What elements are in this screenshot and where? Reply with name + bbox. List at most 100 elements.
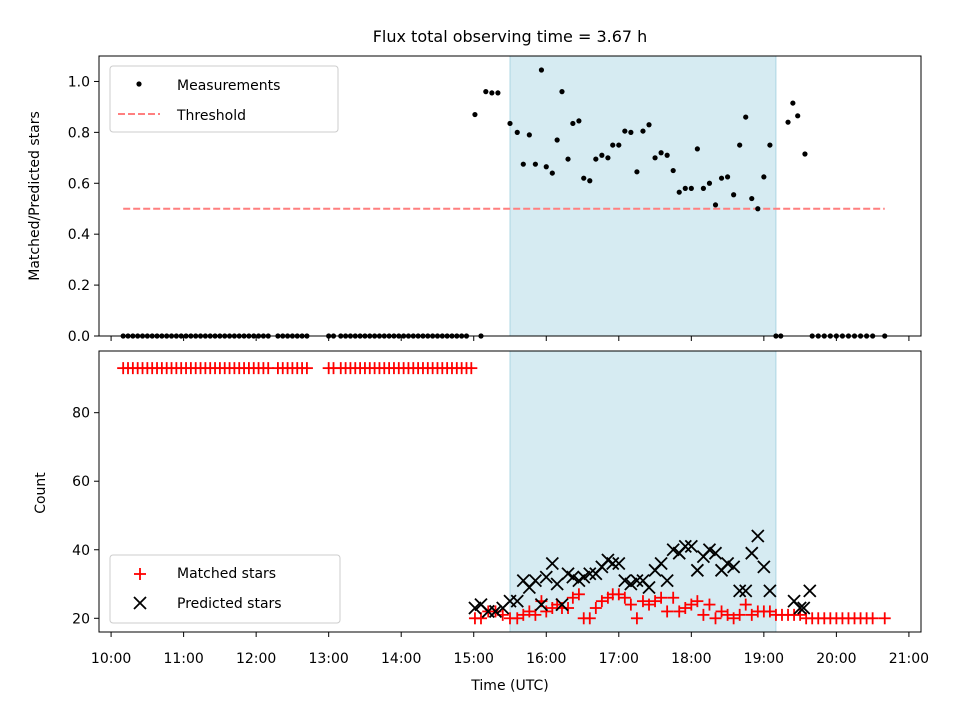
measurement-point	[514, 129, 520, 135]
predicted-star-stroke	[726, 560, 741, 574]
top-legend-box	[109, 65, 339, 133]
matched-star-point	[763, 605, 776, 618]
predicted-star-stroke	[787, 594, 801, 608]
predicted-star-point	[720, 556, 735, 571]
predicted-star-point	[606, 556, 620, 571]
predicted-star-point	[510, 594, 524, 608]
measurement-point	[706, 180, 713, 186]
predicted-star-stroke	[468, 601, 482, 615]
predicted-star-stroke	[666, 543, 680, 557]
measurement-point	[634, 169, 640, 175]
bottom-legend: Matched stars Predicted stars	[109, 554, 341, 624]
predicted-stars-legend-label: Predicted stars	[177, 596, 282, 612]
predicted-stars-legend-marker	[133, 596, 147, 610]
measurement-point	[737, 142, 743, 148]
bottom-y-axis: 20 40 60 80	[72, 406, 99, 627]
bottom-y-tick-label: 80	[72, 406, 90, 422]
measurement-point	[658, 150, 664, 156]
x-tick-label: 18:00	[671, 651, 711, 667]
measurement-point	[664, 152, 670, 158]
bottom-x-axis: 10:00 11:00 12:00 13:00 14:00 15:00 16:00 17:00…	[91, 632, 929, 667]
measurements-legend-marker	[136, 81, 142, 87]
predicted-star-point	[739, 584, 753, 598]
predicted-star-point	[539, 570, 553, 584]
matched-star-point	[630, 612, 643, 625]
measurement-point	[767, 142, 773, 148]
matched-star-point	[691, 595, 704, 608]
predicted-star-point	[630, 573, 644, 588]
predicted-star-point	[528, 573, 543, 588]
measurement-point	[532, 161, 538, 167]
top-axes-frame	[98, 55, 922, 337]
matched-star-point	[703, 598, 716, 611]
bottom-y-tick-label: 20	[72, 611, 90, 627]
predicted-star-stroke	[702, 543, 717, 557]
measurement-point	[785, 119, 791, 125]
matched-star-point	[618, 591, 631, 604]
matched-star-point	[540, 605, 553, 618]
predicted-star-stroke	[539, 570, 553, 584]
predicted-star-stroke	[561, 567, 575, 581]
predicted-star-stroke	[708, 546, 723, 560]
measurement-point	[731, 192, 737, 198]
matched-star-point	[300, 362, 313, 375]
measurement-point	[712, 202, 719, 208]
x-tick-label: 11:00	[163, 651, 203, 667]
predicted-star-stroke	[757, 560, 771, 574]
matched-star-point	[679, 602, 692, 615]
predicted-star-stroke	[618, 573, 632, 588]
predicted-star-point	[577, 570, 591, 584]
measurement-point	[718, 175, 725, 181]
top-y-tick-label: 1.0	[68, 74, 90, 90]
matched-star-point	[624, 598, 637, 611]
matched-star-point	[673, 605, 686, 618]
predicted-star-stroke	[690, 563, 705, 577]
matched-star-point	[733, 608, 746, 621]
matched-star-point	[715, 605, 728, 618]
top-y-tick-label: 0.8	[68, 125, 90, 141]
x-tick-label: 20:00	[816, 651, 856, 667]
top-y-axis: 0.0 0.2 0.4 0.6 0.8 1.0	[68, 74, 99, 345]
x-tick-label: 15:00	[454, 651, 494, 667]
top-plot-area	[120, 67, 888, 339]
predicted-star-point	[583, 567, 597, 581]
matched-star-point	[589, 602, 602, 615]
measurement-point	[543, 164, 549, 170]
measurement-point	[570, 120, 576, 127]
matched-star-point	[612, 588, 625, 601]
measurement-point	[628, 129, 634, 135]
predicted-star-point	[763, 584, 777, 598]
x-tick-label: 10:00	[91, 651, 131, 667]
matched-star-point	[649, 595, 662, 608]
measurement-point	[676, 189, 682, 195]
measurement-point	[507, 120, 513, 127]
top-y-tick-label: 0.2	[68, 278, 90, 294]
predicted-star-stroke	[654, 556, 668, 571]
predicted-star-point	[745, 546, 759, 560]
predicted-star-stroke	[739, 584, 753, 598]
bottom-y-tick-label: 60	[72, 474, 90, 490]
measurement-point	[755, 206, 761, 212]
matched-star-point	[745, 608, 758, 621]
measurement-point	[576, 118, 582, 124]
measurement-point	[520, 161, 526, 167]
predicted-star-stroke	[636, 573, 650, 588]
measurement-point	[694, 146, 700, 152]
top-x-axis	[110, 336, 910, 341]
predicted-star-point	[803, 584, 817, 598]
matched-star-point	[474, 612, 487, 625]
measurement-point	[495, 90, 501, 96]
predicted-star-stroke	[797, 601, 811, 615]
measurement-point	[610, 142, 616, 148]
predicted-star-point	[468, 601, 482, 615]
predicted-star-stroke	[720, 556, 735, 571]
measurement-point	[605, 155, 611, 161]
measurement-point	[640, 128, 646, 134]
top-shaded-span	[509, 55, 777, 337]
matched-star-point	[739, 598, 752, 611]
predicted-star-stroke	[751, 529, 765, 543]
predicted-star-stroke	[660, 573, 674, 588]
top-y-tick-label: 0.6	[68, 176, 90, 192]
matched-star-point	[697, 608, 710, 621]
